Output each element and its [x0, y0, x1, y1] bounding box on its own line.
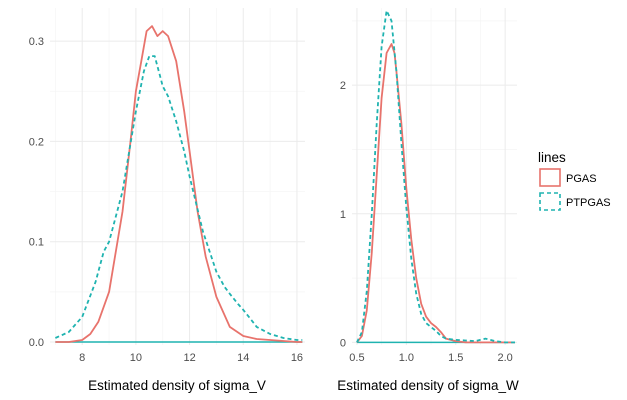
x-tick-label-sigma-v: 16: [291, 352, 303, 364]
legend-label-ptpgas: PTPGAS: [566, 197, 611, 209]
series-ptpgas-sigma-w: [356, 9, 515, 344]
x-tick-label-sigma-v: 8: [79, 352, 85, 364]
series-ptpgas-sigma-v: [55, 55, 303, 341]
x-tick-label-sigma-v: 10: [130, 352, 142, 364]
y-tick-label-sigma-w: 0: [340, 337, 346, 349]
panel-sigma-v: 8 10 12 14 16 0.0 0.1 0.2 0.3: [29, 8, 305, 364]
series-pgas-sigma-v: [55, 25, 303, 343]
x-tick-label-sigma-v: 12: [183, 352, 195, 364]
x-tick-label-sigma-w: 2.0: [497, 352, 512, 364]
x-axis-title-sigma-w: Estimated density of sigma_W: [337, 378, 519, 393]
y-tick-label-sigma-w: 2: [340, 80, 346, 92]
y-tick-label-sigma-v: 0.1: [29, 237, 44, 249]
legend-title: lines: [538, 150, 566, 165]
y-tick-label-sigma-v: 0.2: [29, 136, 44, 148]
x-tick-label-sigma-w: 0.5: [349, 352, 364, 364]
x-tick-label-sigma-v: 14: [237, 352, 249, 364]
legend-key-pgas: [539, 168, 561, 187]
y-tick-label-sigma-w: 1: [340, 209, 346, 221]
legend-label-pgas: PGAS: [566, 173, 597, 185]
x-tick-label-sigma-w: 1.5: [448, 352, 463, 364]
y-tick-label-sigma-v: 0.3: [29, 36, 44, 48]
y-tick-label-sigma-v: 0.0: [29, 337, 44, 349]
legend: lines PGAS PTPGAS: [538, 150, 611, 211]
x-axis-title-sigma-v: Estimated density of sigma_V: [88, 378, 266, 393]
legend-key-ptpgas: [539, 192, 561, 211]
series-pgas-sigma-w: [356, 43, 515, 344]
panel-sigma-w: 0.5 1.0 1.5 2.0 0 1 2: [340, 8, 517, 364]
x-tick-label-sigma-w: 1.0: [399, 352, 414, 364]
